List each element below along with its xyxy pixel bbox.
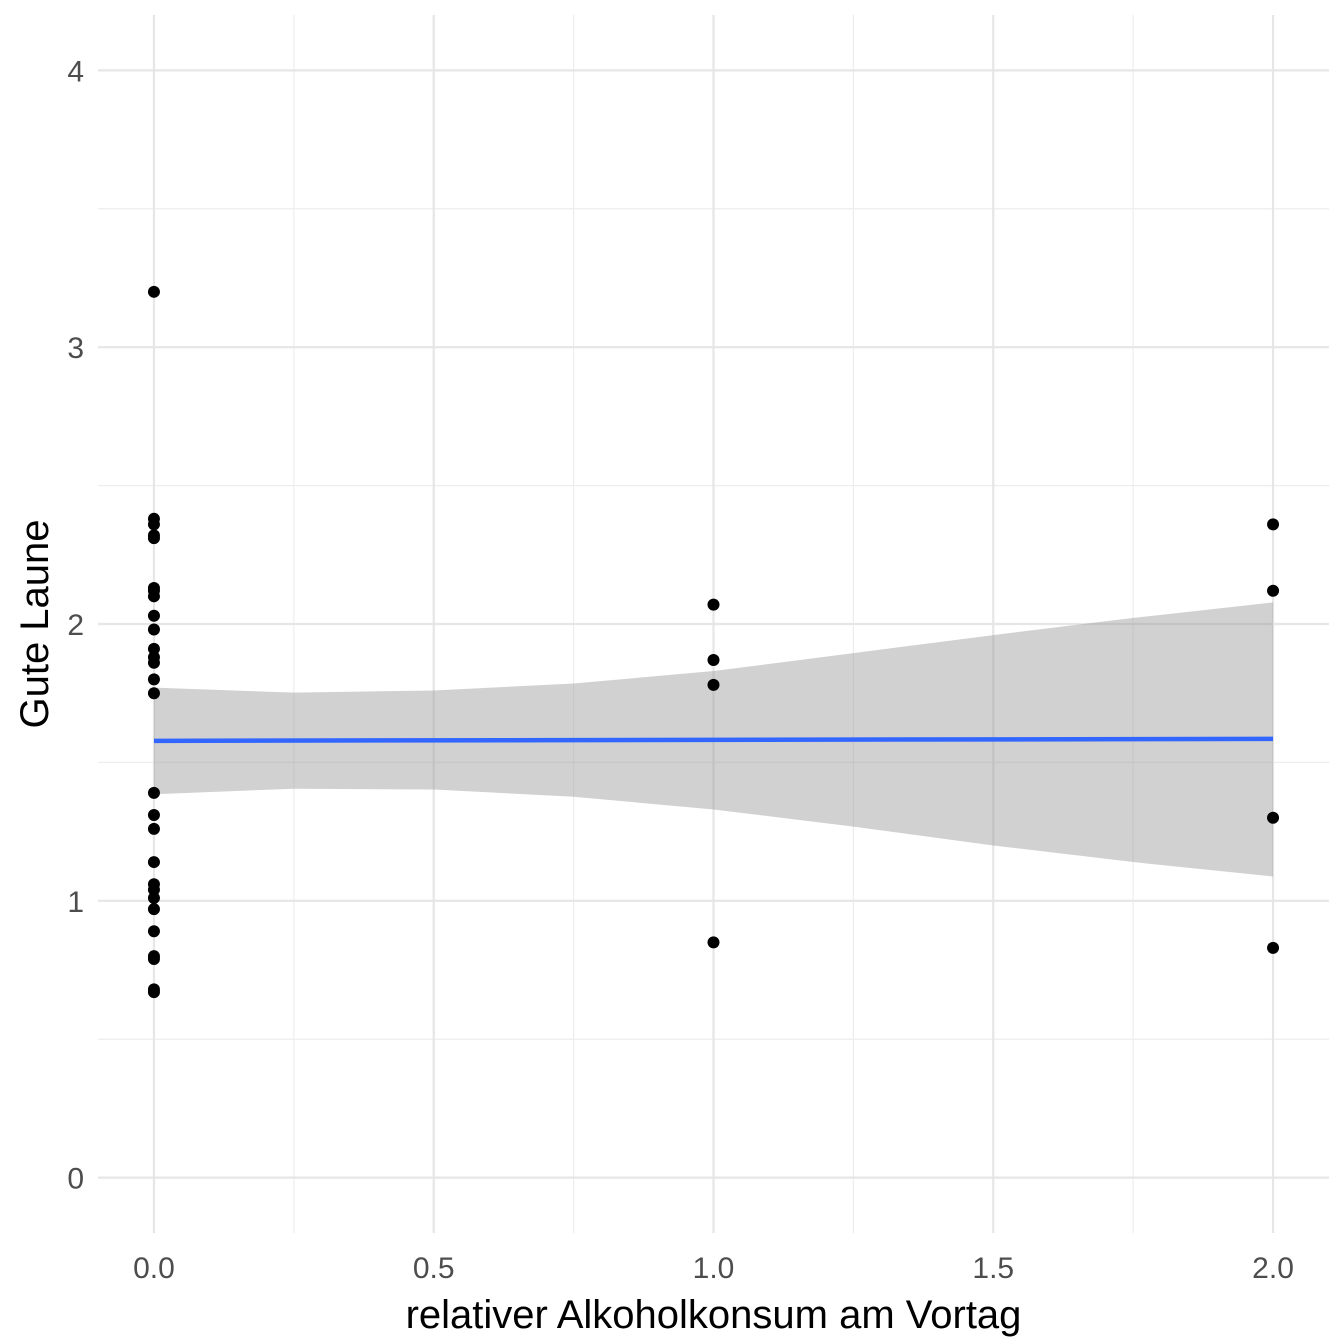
data-point	[1267, 518, 1280, 531]
x-tick-label: 0.0	[133, 1252, 175, 1285]
y-tick-label: 0	[67, 1163, 84, 1196]
data-point	[147, 952, 160, 965]
data-point	[707, 598, 720, 611]
data-point	[147, 892, 160, 905]
data-point	[147, 623, 160, 636]
x-tick-label: 0.5	[413, 1252, 455, 1285]
y-axis-title: Gute Laune	[13, 519, 57, 728]
data-point	[147, 518, 160, 531]
data-point	[147, 656, 160, 669]
data-point	[147, 285, 160, 298]
data-point	[147, 642, 160, 655]
data-point	[707, 653, 720, 666]
y-tick-label: 3	[67, 332, 84, 365]
data-point	[147, 822, 160, 835]
data-point	[147, 883, 160, 896]
data-point	[1267, 941, 1280, 954]
x-axis-title: relativer Alkoholkonsum am Vortag	[406, 1293, 1022, 1337]
data-point	[147, 786, 160, 799]
x-tick-label: 2.0	[1252, 1252, 1294, 1285]
data-point	[1267, 584, 1280, 597]
data-point	[707, 936, 720, 949]
data-point	[147, 809, 160, 822]
y-tick-labels: 0 1 2 3 4	[67, 55, 84, 1195]
data-point	[1267, 811, 1280, 824]
x-tick-label: 1.0	[693, 1252, 735, 1285]
x-tick-label: 1.5	[972, 1252, 1014, 1285]
data-point	[147, 590, 160, 603]
regression-line	[153, 736, 1274, 744]
data-point	[147, 856, 160, 869]
data-point	[147, 986, 160, 999]
data-point	[147, 903, 160, 916]
y-tick-label: 1	[67, 886, 84, 919]
data-point	[147, 925, 160, 938]
data-point	[147, 687, 160, 700]
data-point	[147, 673, 160, 686]
data-point	[147, 609, 160, 622]
data-points	[147, 285, 1280, 999]
data-point	[147, 532, 160, 545]
fit-line-layer	[153, 736, 1274, 744]
y-tick-label: 4	[67, 55, 84, 88]
major-gridlines	[98, 15, 1329, 1233]
y-tick-label: 2	[67, 609, 84, 642]
x-tick-labels: 0.0 0.5 1.0 1.5 2.0	[133, 1252, 1294, 1285]
data-point	[707, 678, 720, 691]
